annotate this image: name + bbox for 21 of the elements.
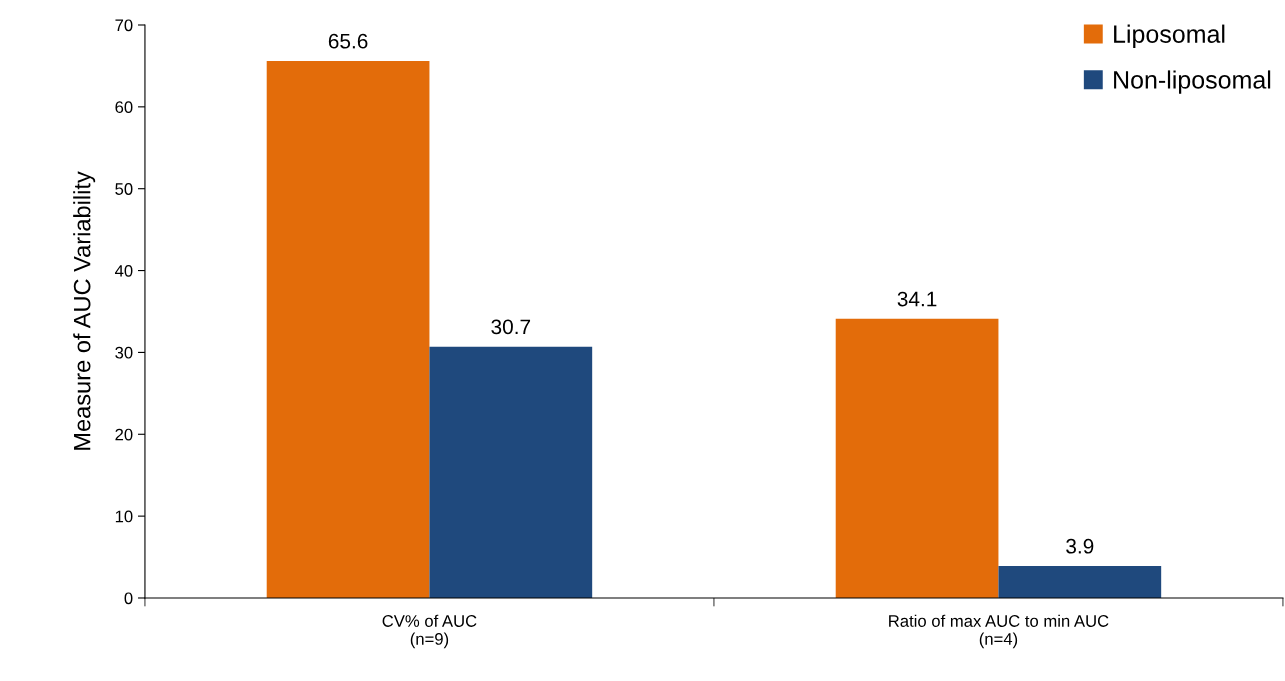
legend-label: Non-liposomal xyxy=(1114,70,1271,94)
y-tick-label: 30 xyxy=(115,346,133,359)
bar xyxy=(835,318,999,598)
data-label: 65.6 xyxy=(328,33,368,49)
bar xyxy=(266,61,430,598)
x-tick-label: Ratio of max AUC to min AUC (n=4) xyxy=(889,614,1109,649)
y-tick-label: 70 xyxy=(115,19,133,32)
data-label: 30.7 xyxy=(491,319,531,335)
y-tick-label: 10 xyxy=(115,510,133,523)
y-axis-title: Measure of AUC Variability xyxy=(73,171,96,450)
data-label: 3.9 xyxy=(1066,538,1094,554)
y-tick-label: 60 xyxy=(115,101,133,114)
x-tick-label: CV% of AUC (n=9) xyxy=(382,614,477,649)
bar xyxy=(429,346,593,598)
data-label: 34.1 xyxy=(897,291,937,307)
y-tick-label: 20 xyxy=(115,428,133,441)
legend-label: Liposomal xyxy=(1114,24,1225,48)
y-tick-label: 40 xyxy=(114,264,133,277)
bar xyxy=(998,566,1162,598)
y-tick-label: 50 xyxy=(115,183,133,195)
y-tick-label: 0 xyxy=(124,592,133,605)
